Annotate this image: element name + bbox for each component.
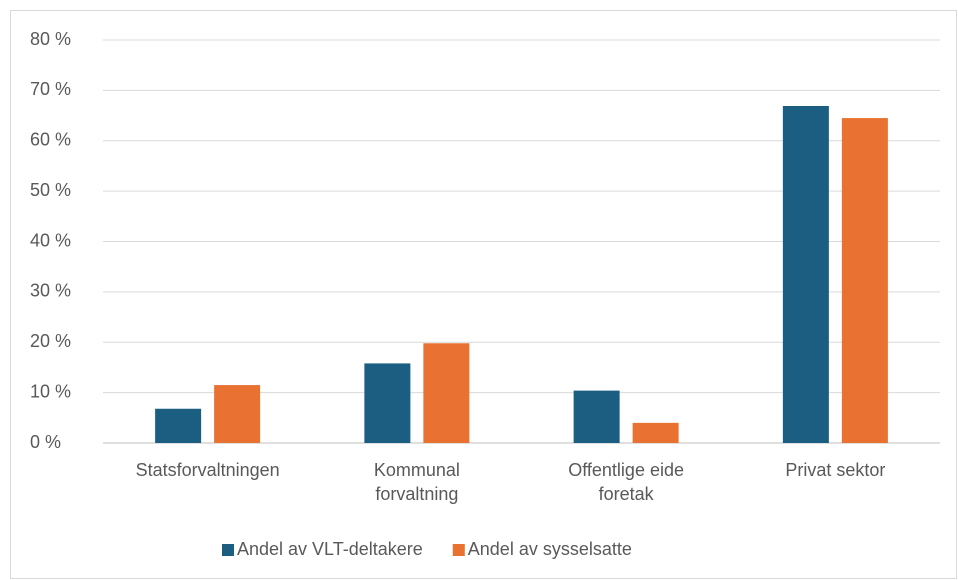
y-tick-label: 30 % — [30, 281, 71, 301]
y-tick-label: 40 % — [30, 230, 71, 250]
bar — [214, 385, 261, 443]
bar — [782, 105, 829, 444]
bar — [423, 343, 470, 443]
legend-label: Andel av sysselsatte — [468, 539, 632, 559]
x-tick-label: Offentlige eide foretak — [568, 460, 684, 504]
legend-swatch — [452, 544, 465, 556]
bar — [364, 363, 411, 443]
x-tick-label: Statsforvaltningen — [136, 460, 280, 480]
y-tick-label: 60 % — [30, 130, 71, 150]
y-tick-label: 0 % — [30, 432, 61, 452]
legend-swatch — [222, 544, 234, 556]
x-tick-label: Privat sektor — [785, 460, 885, 480]
y-tick-label: 80 % — [30, 29, 71, 49]
bar — [632, 422, 679, 443]
y-tick-label: 20 % — [30, 331, 71, 351]
bar — [841, 118, 888, 444]
y-tick-label: 70 % — [30, 79, 71, 99]
bar — [155, 408, 202, 443]
x-tick-label: Kommunal forvaltning — [374, 460, 460, 504]
y-tick-label: 10 % — [30, 381, 71, 401]
legend-label: Andel av VLT-deltakere — [237, 539, 423, 559]
bar — [573, 390, 620, 443]
y-tick-label: 50 % — [30, 180, 71, 200]
